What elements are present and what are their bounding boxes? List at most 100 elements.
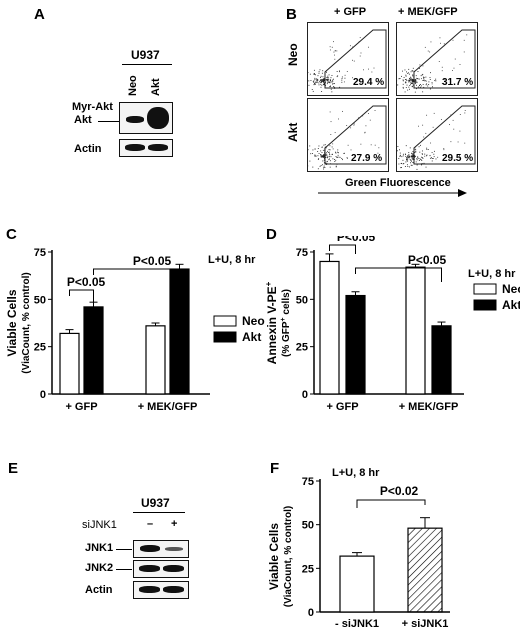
flow-dot [346, 157, 348, 159]
flow-dot [321, 146, 323, 148]
flow-dot [337, 151, 339, 153]
flow-dot [425, 155, 427, 157]
flow-dot [344, 74, 346, 76]
flow-dot [417, 157, 419, 159]
flow-dot [330, 88, 332, 90]
flow-dot [415, 79, 417, 81]
y-axis-subtitle: (ViaCount, % control) [283, 506, 294, 607]
flow-dot [415, 149, 417, 151]
flow-dot [443, 43, 445, 45]
bar-neo [59, 332, 80, 395]
flow-dot [326, 150, 328, 152]
flow-dot [365, 125, 367, 127]
flow-dot [415, 80, 416, 82]
flow-dot [407, 79, 409, 81]
significance-bracket [355, 267, 442, 282]
flow-dot [411, 153, 413, 155]
flow-dot [350, 127, 352, 129]
chart-c: 0 25 50 75 Viable Cells (ViaCount, % control)… [5, 247, 265, 413]
flow-dot [316, 82, 318, 83]
flow-dot [322, 79, 324, 81]
flow-dot [405, 81, 407, 83]
flow-dot [323, 81, 325, 83]
flow-dot [443, 148, 445, 150]
flow-dot [357, 79, 359, 81]
flow-dot [413, 74, 415, 76]
flow-dot [318, 72, 320, 74]
flow-dot [311, 153, 313, 154]
flow-dot [342, 159, 343, 161]
blot-e-actin-band-minus [139, 586, 160, 593]
flow-dot [412, 155, 414, 157]
flow-dot [402, 159, 404, 161]
flow-dot [324, 148, 326, 150]
flow-dot [322, 80, 324, 82]
flow-dot [430, 72, 431, 74]
y-axis-subtitle-sup: + [280, 317, 287, 321]
flow-dot [431, 152, 433, 154]
flow-dot [450, 80, 452, 82]
flow-dot [419, 86, 421, 88]
flow-dot [429, 88, 431, 90]
flow-dot [323, 166, 325, 168]
flow-dot [314, 83, 316, 85]
y-axis-title: Viable Cells [5, 289, 19, 356]
significance-bracket [93, 268, 180, 281]
flow-dot [306, 153, 308, 155]
flow-plot-akt-mek: 29.5 % [389, 98, 478, 172]
flow-dot [374, 144, 376, 146]
flow-dot [325, 85, 327, 87]
flow-dot [412, 154, 414, 155]
flow-dot [409, 80, 411, 82]
flow-dot [440, 119, 442, 120]
flow-dot [328, 156, 330, 158]
flow-dot [415, 151, 417, 153]
flow-dot [329, 111, 331, 113]
flow-dot [459, 155, 461, 157]
flow-dot [410, 81, 412, 83]
flow-dot [368, 46, 369, 48]
flow-dot [333, 78, 335, 80]
flow-dot [415, 146, 416, 148]
flow-dot [321, 91, 323, 92]
bar-neo [145, 325, 166, 395]
flow-col-mek-gfp: + MEK/GFP [398, 6, 458, 18]
flow-dot [418, 158, 420, 159]
legend-label-akt: Akt [502, 298, 520, 312]
flow-dot [407, 72, 409, 74]
flow-dot [411, 78, 413, 80]
blot-e-actin-band-plus [163, 586, 184, 593]
flow-dot [407, 165, 409, 167]
flow-dot [409, 147, 411, 149]
flow-dot [326, 154, 328, 156]
flow-dot [320, 79, 322, 81]
blot-e-jnk2-band-plus [163, 565, 184, 572]
flow-dot [337, 149, 339, 151]
flow-dot [405, 74, 407, 76]
flow-dot [371, 71, 373, 73]
legend-swatch-neo [213, 315, 237, 327]
flow-dot [331, 153, 333, 155]
flow-dot [404, 82, 406, 84]
flow-x-arrow [318, 189, 467, 197]
flow-dot [317, 158, 319, 160]
flow-dot [320, 83, 322, 85]
flow-dot [425, 80, 427, 82]
flow-dot [406, 84, 408, 86]
flow-dot [323, 153, 325, 155]
flow-dot [360, 143, 362, 145]
flow-dot [408, 154, 410, 156]
flow-dot [326, 162, 328, 164]
flow-dot [412, 153, 414, 155]
flow-dot [450, 141, 452, 143]
flow-dot [454, 58, 456, 60]
flow-dot [404, 91, 406, 93]
flow-dot [441, 70, 443, 72]
flow-dot [413, 77, 415, 79]
flow-dot [425, 166, 427, 168]
flow-dot [363, 69, 364, 71]
flow-row-neo: Neo [286, 43, 300, 66]
flow-dot [428, 84, 430, 85]
flow-dot [413, 152, 415, 153]
flow-dot [425, 132, 427, 134]
